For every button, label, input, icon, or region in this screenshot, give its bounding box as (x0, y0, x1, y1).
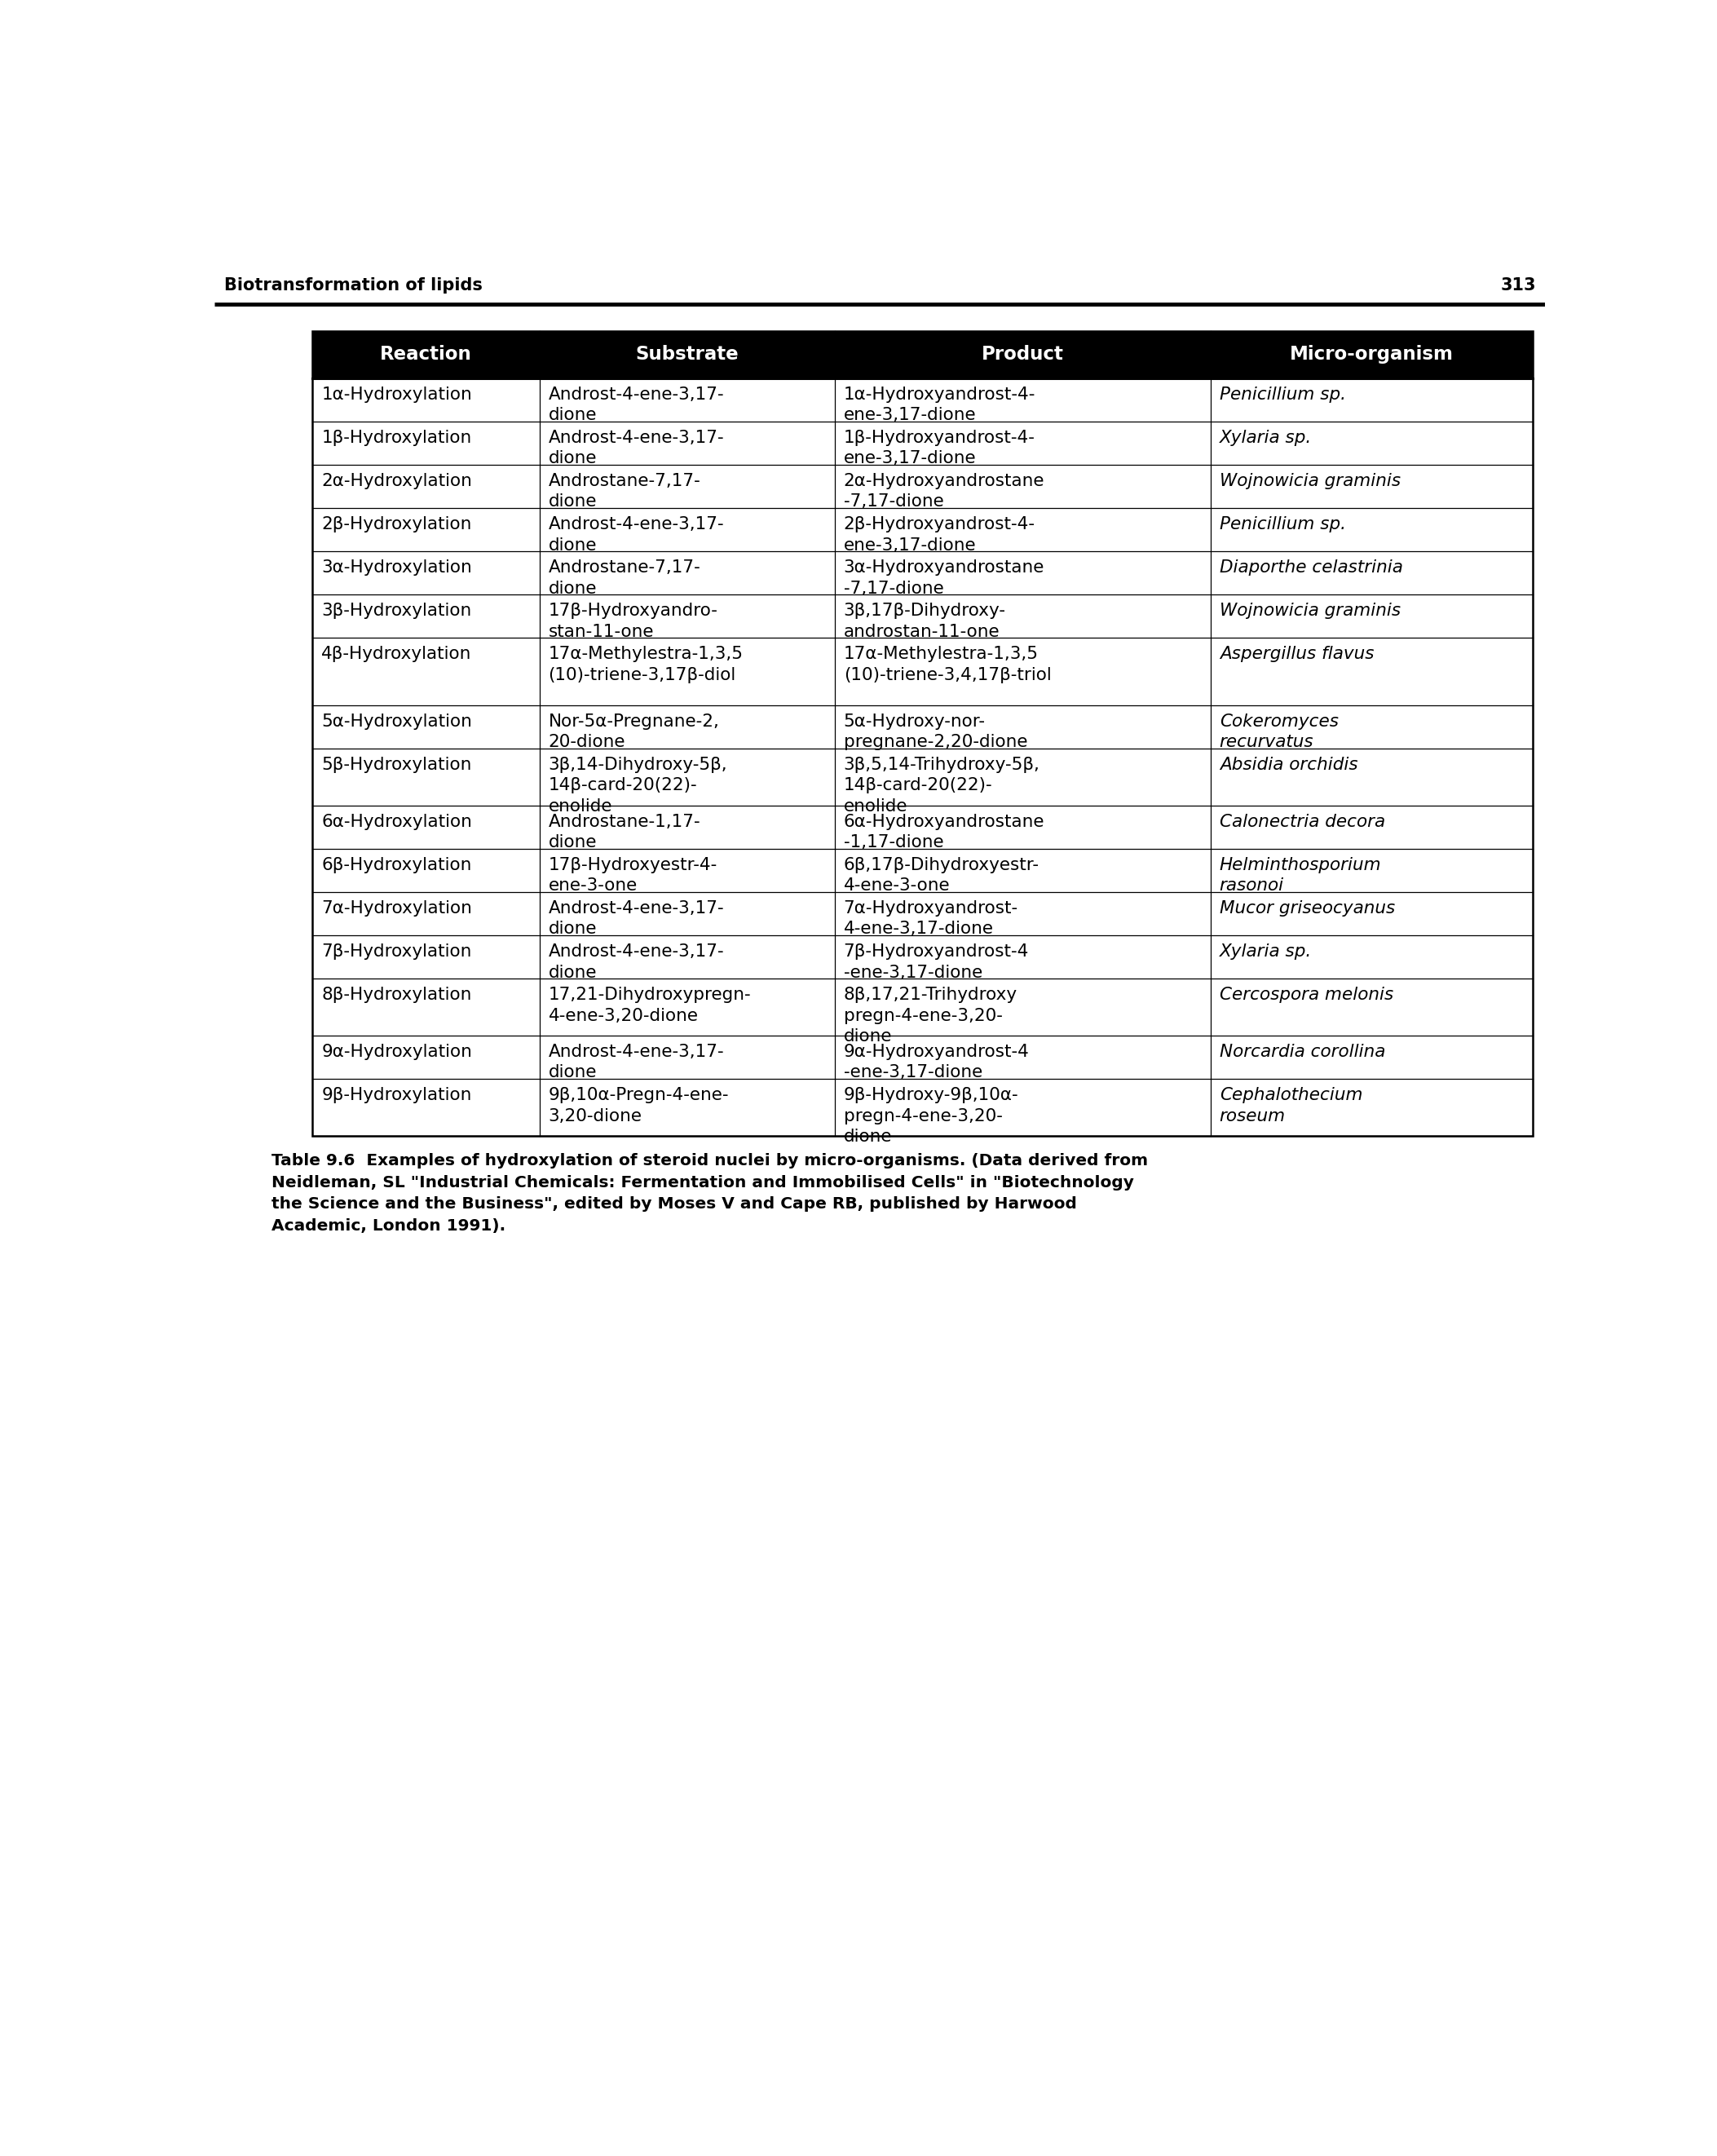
Text: 6α-Hydroxyandrostane
-1,17-dione: 6α-Hydroxyandrostane -1,17-dione (843, 813, 1044, 852)
Text: 2α-Hydroxylation: 2α-Hydroxylation (321, 472, 472, 489)
Text: 4β-Hydroxylation: 4β-Hydroxylation (321, 647, 472, 662)
Text: Aspergillus flavus: Aspergillus flavus (1219, 647, 1374, 662)
Text: 5β-Hydroxylation: 5β-Hydroxylation (321, 757, 472, 774)
Text: 2β-Hydroxylation: 2β-Hydroxylation (321, 515, 472, 533)
Text: 5α-Hydroxylation: 5α-Hydroxylation (321, 714, 472, 729)
Text: Norcardia corollina: Norcardia corollina (1219, 1044, 1386, 1061)
Bar (312, 330, 1533, 377)
Text: Table 9.6  Examples of hydroxylation of steroid nuclei by micro-organisms. (Data: Table 9.6 Examples of hydroxylation of s… (271, 1153, 1149, 1233)
Text: Androst-4-ene-3,17-
dione: Androst-4-ene-3,17- dione (548, 944, 725, 981)
Text: Biotransformation of lipids: Biotransformation of lipids (225, 278, 482, 293)
Text: Substrate: Substrate (635, 345, 738, 364)
Text: 313: 313 (1501, 278, 1535, 293)
Text: 3β-Hydroxylation: 3β-Hydroxylation (321, 604, 472, 619)
Text: 7β-Hydroxyandrost-4
-ene-3,17-dione: 7β-Hydroxyandrost-4 -ene-3,17-dione (843, 944, 1028, 981)
Text: Androst-4-ene-3,17-
dione: Androst-4-ene-3,17- dione (548, 386, 725, 423)
Text: 17α-Methylestra-1,3,5
(10)-triene-3,17β-diol: 17α-Methylestra-1,3,5 (10)-triene-3,17β-… (548, 647, 743, 683)
Text: 1α-Hydroxylation: 1α-Hydroxylation (321, 386, 472, 403)
Text: 17α-Methylestra-1,3,5
(10)-triene-3,4,17β-triol: 17α-Methylestra-1,3,5 (10)-triene-3,4,17… (843, 647, 1051, 683)
Text: Nor-5α-Pregnane-2,
20-dione: Nor-5α-Pregnane-2, 20-dione (548, 714, 719, 750)
Text: 17,21-Dihydroxypregn-
4-ene-3,20-dione: 17,21-Dihydroxypregn- 4-ene-3,20-dione (548, 987, 750, 1024)
Text: Reaction: Reaction (379, 345, 472, 364)
Text: 7α-Hydroxylation: 7α-Hydroxylation (321, 899, 472, 916)
Text: Diaporthe celastrinia: Diaporthe celastrinia (1219, 558, 1403, 576)
Text: 3β,5,14-Trihydroxy-5β,
14β-card-20(22)-
enolide: 3β,5,14-Trihydroxy-5β, 14β-card-20(22)- … (843, 757, 1041, 815)
Text: 8β,17,21-Trihydroxy
pregn-4-ene-3,20-
dione: 8β,17,21-Trihydroxy pregn-4-ene-3,20- di… (843, 987, 1018, 1046)
Text: Absidia orchidis: Absidia orchidis (1219, 757, 1358, 774)
Text: 2α-Hydroxyandrostane
-7,17-dione: 2α-Hydroxyandrostane -7,17-dione (843, 472, 1044, 511)
Text: Wojnowicia graminis: Wojnowicia graminis (1219, 472, 1401, 489)
Text: 3α-Hydroxylation: 3α-Hydroxylation (321, 558, 472, 576)
Text: 1β-Hydroxyandrost-4-
ene-3,17-dione: 1β-Hydroxyandrost-4- ene-3,17-dione (843, 429, 1035, 466)
Text: Product: Product (982, 345, 1065, 364)
Text: Androst-4-ene-3,17-
dione: Androst-4-ene-3,17- dione (548, 899, 725, 938)
Text: 17β-Hydroxyestr-4-
ene-3-one: 17β-Hydroxyestr-4- ene-3-one (548, 856, 718, 895)
Bar (312, 330, 1533, 1136)
Text: 9α-Hydroxylation: 9α-Hydroxylation (321, 1044, 472, 1061)
Text: Wojnowicia graminis: Wojnowicia graminis (1219, 604, 1401, 619)
Text: 8β-Hydroxylation: 8β-Hydroxylation (321, 987, 472, 1003)
Text: 9β-Hydroxy-9β,10α-
pregn-4-ene-3,20-
dione: 9β-Hydroxy-9β,10α- pregn-4-ene-3,20- dio… (843, 1087, 1018, 1145)
Text: Cokeromyces
recurvatus: Cokeromyces recurvatus (1219, 714, 1339, 750)
Text: Androstane-7,17-
dione: Androstane-7,17- dione (548, 472, 701, 511)
Text: Cephalothecium
roseum: Cephalothecium roseum (1219, 1087, 1363, 1123)
Text: 6β,17β-Dihydroxyestr-
4-ene-3-one: 6β,17β-Dihydroxyestr- 4-ene-3-one (843, 856, 1039, 895)
Text: 1α-Hydroxyandrost-4-
ene-3,17-dione: 1α-Hydroxyandrost-4- ene-3,17-dione (843, 386, 1035, 423)
Text: Calonectria decora: Calonectria decora (1219, 813, 1386, 830)
Text: Micro-organism: Micro-organism (1289, 345, 1454, 364)
Text: Androst-4-ene-3,17-
dione: Androst-4-ene-3,17- dione (548, 429, 725, 466)
Text: 9α-Hydroxyandrost-4
-ene-3,17-dione: 9α-Hydroxyandrost-4 -ene-3,17-dione (843, 1044, 1030, 1080)
Text: 17β-Hydroxyandro-
stan-11-one: 17β-Hydroxyandro- stan-11-one (548, 604, 718, 640)
Text: 3α-Hydroxyandrostane
-7,17-dione: 3α-Hydroxyandrostane -7,17-dione (843, 558, 1044, 597)
Text: Xylaria sp.: Xylaria sp. (1219, 944, 1312, 959)
Text: Penicillium sp.: Penicillium sp. (1219, 386, 1346, 403)
Text: 3β,14-Dihydroxy-5β,
14β-card-20(22)-
enolide: 3β,14-Dihydroxy-5β, 14β-card-20(22)- eno… (548, 757, 728, 815)
Text: Xylaria sp.: Xylaria sp. (1219, 429, 1312, 446)
Text: Cercospora melonis: Cercospora melonis (1219, 987, 1392, 1003)
Text: 9β,10α-Pregn-4-ene-
3,20-dione: 9β,10α-Pregn-4-ene- 3,20-dione (548, 1087, 730, 1123)
Text: Mucor griseocyanus: Mucor griseocyanus (1219, 899, 1394, 916)
Text: Penicillium sp.: Penicillium sp. (1219, 515, 1346, 533)
Text: 2β-Hydroxyandrost-4-
ene-3,17-dione: 2β-Hydroxyandrost-4- ene-3,17-dione (843, 515, 1035, 554)
Text: 1β-Hydroxylation: 1β-Hydroxylation (321, 429, 472, 446)
Text: 6β-Hydroxylation: 6β-Hydroxylation (321, 856, 472, 873)
Text: 9β-Hydroxylation: 9β-Hydroxylation (321, 1087, 472, 1104)
Text: Androst-4-ene-3,17-
dione: Androst-4-ene-3,17- dione (548, 515, 725, 554)
Text: 5α-Hydroxy-nor-
pregnane-2,20-dione: 5α-Hydroxy-nor- pregnane-2,20-dione (843, 714, 1027, 750)
Text: Androstane-7,17-
dione: Androstane-7,17- dione (548, 558, 701, 597)
Text: 7β-Hydroxylation: 7β-Hydroxylation (321, 944, 472, 959)
Text: Androstane-1,17-
dione: Androstane-1,17- dione (548, 813, 701, 852)
Text: Helminthosporium
rasonoi: Helminthosporium rasonoi (1219, 856, 1382, 895)
Text: 7α-Hydroxyandrost-
4-ene-3,17-dione: 7α-Hydroxyandrost- 4-ene-3,17-dione (843, 899, 1018, 938)
Text: Androst-4-ene-3,17-
dione: Androst-4-ene-3,17- dione (548, 1044, 725, 1080)
Text: 6α-Hydroxylation: 6α-Hydroxylation (321, 813, 472, 830)
Text: 3β,17β-Dihydroxy-
androstan-11-one: 3β,17β-Dihydroxy- androstan-11-one (843, 604, 1006, 640)
